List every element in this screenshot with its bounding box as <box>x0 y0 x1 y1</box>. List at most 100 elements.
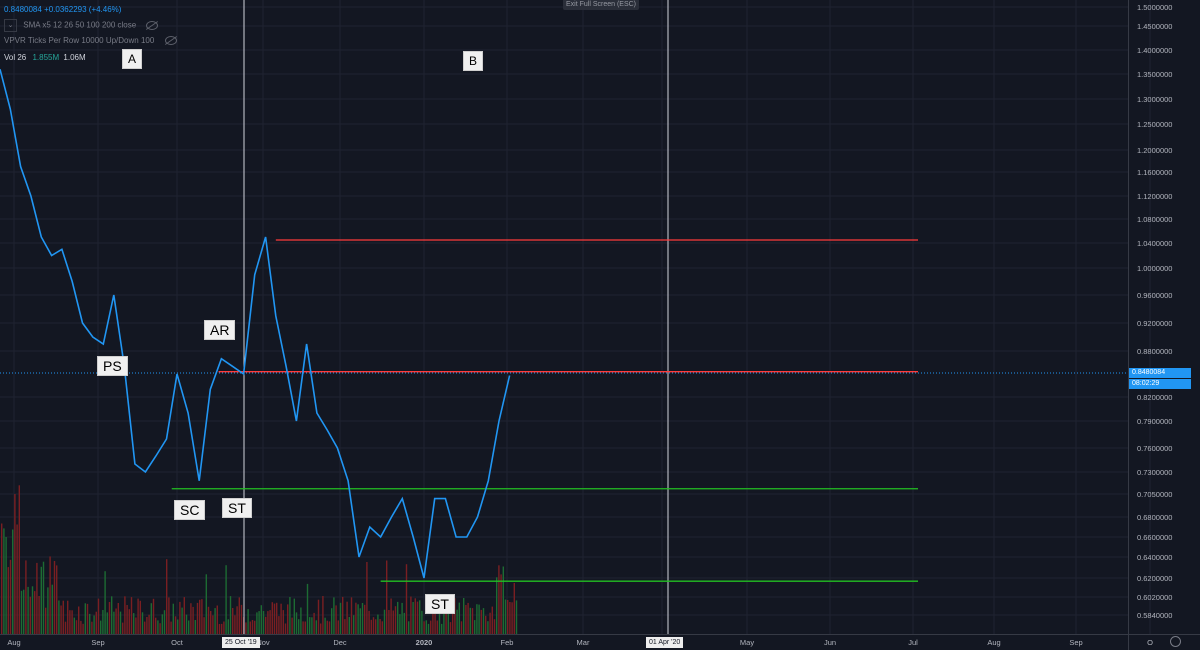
volume-bar <box>80 620 82 634</box>
volume-bar <box>47 587 49 634</box>
volume-bar <box>326 620 328 634</box>
volume-bar <box>427 623 430 634</box>
volume-bar <box>311 617 313 634</box>
annotation-a[interactable]: A <box>122 49 143 69</box>
volume-bar <box>207 606 210 634</box>
volume-bar <box>410 596 412 634</box>
volume-bar <box>500 574 502 634</box>
volume-bar <box>331 608 333 634</box>
volume-bar <box>247 609 249 634</box>
volume-bar <box>287 604 289 634</box>
volume-bar <box>14 494 16 634</box>
volume-bar <box>405 564 408 634</box>
volume-bar <box>38 596 40 634</box>
volume-bar <box>40 566 42 634</box>
volume-bar <box>119 611 122 634</box>
volume-bar <box>320 623 322 634</box>
volume-bar <box>49 556 51 634</box>
price-tick-label: 1.4000000 <box>1137 46 1172 55</box>
volume-bar <box>386 560 388 634</box>
volume-bar <box>480 609 482 634</box>
annotation-st-2[interactable]: ST <box>425 594 455 614</box>
price-tick-label: 0.7900000 <box>1137 417 1172 426</box>
volume-bar <box>390 598 392 634</box>
volume-bar <box>97 598 100 634</box>
price-tick-label: 1.1600000 <box>1137 168 1172 177</box>
volume-bar <box>194 620 196 634</box>
volume-bar <box>122 622 124 634</box>
price-tick-label: 0.7050000 <box>1137 490 1172 499</box>
annotation-st-1[interactable]: ST <box>222 498 252 518</box>
volume-bar <box>196 602 199 634</box>
price-tick-label: 0.9600000 <box>1137 291 1172 300</box>
volume-bar <box>344 619 346 634</box>
volume-bar <box>278 616 280 634</box>
volume-bar <box>102 610 104 634</box>
volume-bar <box>157 620 159 634</box>
annotation-ps[interactable]: PS <box>97 356 128 376</box>
volume-bar <box>185 614 188 634</box>
volume-bar <box>408 621 410 634</box>
volume-bar <box>9 559 12 634</box>
volume-bar <box>460 621 463 634</box>
volume-bar <box>201 599 203 634</box>
volume-bar <box>482 608 485 634</box>
volume-bar <box>218 624 221 634</box>
volume-bar <box>381 621 383 634</box>
sma-label[interactable]: SMA x5 12 26 50 100 200 close <box>23 20 137 30</box>
volume-bar <box>84 603 86 634</box>
volume-bar <box>249 621 251 634</box>
volume-bar <box>133 613 135 634</box>
volume-bar <box>353 615 355 634</box>
hide-eye-icon[interactable] <box>146 21 159 30</box>
volume-bar <box>504 599 507 634</box>
volume-bar <box>487 621 489 634</box>
volume-bar <box>190 603 192 634</box>
annotation-b[interactable]: B <box>463 51 484 71</box>
volume-bar <box>203 617 205 634</box>
volume-bar <box>496 577 498 634</box>
volume-bar <box>225 565 227 634</box>
volume-bar <box>256 612 258 634</box>
volume-bar <box>93 615 95 634</box>
volume-bar <box>432 598 434 634</box>
volume-bar <box>304 621 306 634</box>
volume-bar <box>1 523 3 634</box>
volume-bar <box>78 606 80 634</box>
vol-label: Vol 26 <box>4 53 27 62</box>
volume-bar <box>260 605 262 634</box>
volume-bar <box>205 574 207 634</box>
volume-bar <box>372 617 375 634</box>
volume-bar <box>335 605 337 634</box>
price-tick-label: 0.7600000 <box>1137 444 1172 453</box>
volume-bar <box>124 596 126 634</box>
volume-bar <box>163 610 166 634</box>
exit-fullscreen-button[interactable]: Exit Full Screen (ESC) <box>563 0 639 10</box>
volume-bar <box>284 623 287 634</box>
annotation-sc[interactable]: SC <box>174 500 206 520</box>
volume-bar <box>434 602 436 634</box>
settings-gear-icon[interactable] <box>1170 636 1181 647</box>
volume-bar <box>416 601 419 634</box>
vpvr-label[interactable]: VPVR Ticks Per Row 10000 Up/Down 100 <box>4 36 155 45</box>
volume-bar <box>271 602 273 634</box>
sma-legend: ⌄ SMA x5 12 26 50 100 200 close <box>4 19 159 32</box>
hide-eye-icon[interactable] <box>164 36 177 46</box>
volume-bar <box>192 606 194 634</box>
volume-bar <box>86 603 89 634</box>
volume-bar <box>159 623 161 634</box>
annotation-ar[interactable]: AR <box>204 320 236 340</box>
volume-bar <box>313 612 315 634</box>
volume-bar <box>5 537 7 634</box>
volume-bar <box>306 583 309 634</box>
time-tick-label: Sep <box>1069 638 1082 647</box>
volume-bar <box>91 621 93 634</box>
volume-bar <box>144 621 146 634</box>
price-tick-label: 0.6600000 <box>1137 533 1172 542</box>
collapse-indicators-icon[interactable]: ⌄ <box>4 19 17 32</box>
volume-bar <box>370 619 372 634</box>
volume-bar <box>221 623 223 634</box>
volume-bar <box>29 596 31 634</box>
price-tick-label: 1.0800000 <box>1137 215 1172 224</box>
